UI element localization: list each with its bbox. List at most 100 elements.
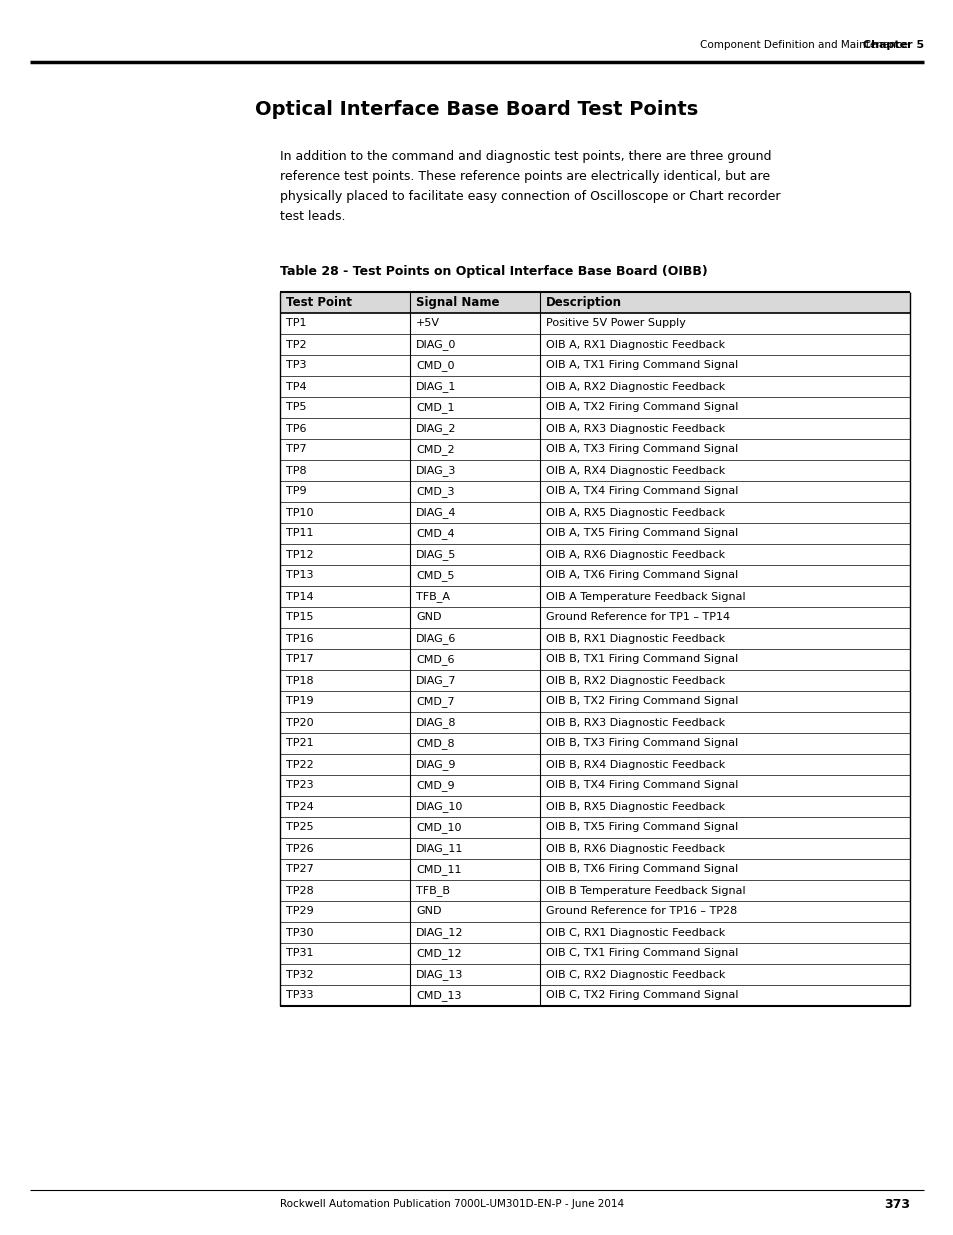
Text: DIAG_0: DIAG_0 xyxy=(416,340,456,350)
Text: OIB B, TX4 Firing Command Signal: OIB B, TX4 Firing Command Signal xyxy=(545,781,738,790)
Text: OIB A, RX4 Diagnostic Feedback: OIB A, RX4 Diagnostic Feedback xyxy=(545,466,724,475)
Text: TP18: TP18 xyxy=(286,676,314,685)
Text: Positive 5V Power Supply: Positive 5V Power Supply xyxy=(545,319,685,329)
Text: CMD_10: CMD_10 xyxy=(416,823,461,832)
Text: 373: 373 xyxy=(883,1198,909,1210)
Text: OIB A, TX2 Firing Command Signal: OIB A, TX2 Firing Command Signal xyxy=(545,403,738,412)
Text: TP23: TP23 xyxy=(286,781,314,790)
Text: TP1: TP1 xyxy=(286,319,306,329)
Text: DIAG_10: DIAG_10 xyxy=(416,802,463,811)
Text: TP30: TP30 xyxy=(286,927,314,937)
Text: TP33: TP33 xyxy=(286,990,314,1000)
Text: OIB B, RX1 Diagnostic Feedback: OIB B, RX1 Diagnostic Feedback xyxy=(545,634,724,643)
Text: reference test points. These reference points are electrically identical, but ar: reference test points. These reference p… xyxy=(280,170,769,183)
Text: CMD_9: CMD_9 xyxy=(416,781,455,790)
Text: TP22: TP22 xyxy=(286,760,314,769)
Text: +5V: +5V xyxy=(416,319,439,329)
Text: TP5: TP5 xyxy=(286,403,306,412)
Text: OIB A, RX6 Diagnostic Feedback: OIB A, RX6 Diagnostic Feedback xyxy=(545,550,724,559)
Text: TFB_B: TFB_B xyxy=(416,885,450,895)
Text: Signal Name: Signal Name xyxy=(416,296,499,309)
Text: TP12: TP12 xyxy=(286,550,314,559)
Text: TP3: TP3 xyxy=(286,361,306,370)
Text: TP11: TP11 xyxy=(286,529,314,538)
Text: CMD_8: CMD_8 xyxy=(416,739,455,748)
Text: Ground Reference for TP16 – TP28: Ground Reference for TP16 – TP28 xyxy=(545,906,737,916)
Text: TP15: TP15 xyxy=(286,613,314,622)
Text: physically placed to facilitate easy connection of Oscilloscope or Chart recorde: physically placed to facilitate easy con… xyxy=(280,190,780,203)
Text: TP16: TP16 xyxy=(286,634,314,643)
Text: OIB B, RX3 Diagnostic Feedback: OIB B, RX3 Diagnostic Feedback xyxy=(545,718,724,727)
Text: CMD_2: CMD_2 xyxy=(416,445,455,454)
Text: OIB A, RX5 Diagnostic Feedback: OIB A, RX5 Diagnostic Feedback xyxy=(545,508,724,517)
Text: TP28: TP28 xyxy=(286,885,314,895)
Text: CMD_3: CMD_3 xyxy=(416,487,454,496)
Text: CMD_0: CMD_0 xyxy=(416,361,454,370)
Text: DIAG_8: DIAG_8 xyxy=(416,718,456,727)
Text: DIAG_5: DIAG_5 xyxy=(416,550,456,559)
Text: TP21: TP21 xyxy=(286,739,314,748)
Text: CMD_4: CMD_4 xyxy=(416,529,455,538)
Text: TP4: TP4 xyxy=(286,382,306,391)
Text: CMD_5: CMD_5 xyxy=(416,571,454,580)
Text: OIB B Temperature Feedback Signal: OIB B Temperature Feedback Signal xyxy=(545,885,745,895)
Text: DIAG_6: DIAG_6 xyxy=(416,634,456,643)
Text: TP29: TP29 xyxy=(286,906,314,916)
Text: DIAG_1: DIAG_1 xyxy=(416,382,456,391)
Text: Chapter 5: Chapter 5 xyxy=(862,40,923,49)
Text: GND: GND xyxy=(416,613,441,622)
Text: test leads.: test leads. xyxy=(280,210,345,224)
Text: TP9: TP9 xyxy=(286,487,306,496)
Text: OIB C, RX2 Diagnostic Feedback: OIB C, RX2 Diagnostic Feedback xyxy=(545,969,724,979)
Text: OIB C, TX1 Firing Command Signal: OIB C, TX1 Firing Command Signal xyxy=(545,948,738,958)
Text: TP17: TP17 xyxy=(286,655,314,664)
Text: OIB B, TX5 Firing Command Signal: OIB B, TX5 Firing Command Signal xyxy=(545,823,738,832)
Text: TP32: TP32 xyxy=(286,969,314,979)
Text: OIB A, RX3 Diagnostic Feedback: OIB A, RX3 Diagnostic Feedback xyxy=(545,424,724,433)
Text: Ground Reference for TP1 – TP14: Ground Reference for TP1 – TP14 xyxy=(545,613,729,622)
Text: TP26: TP26 xyxy=(286,844,314,853)
Text: OIB A, TX4 Firing Command Signal: OIB A, TX4 Firing Command Signal xyxy=(545,487,738,496)
Text: OIB A, TX3 Firing Command Signal: OIB A, TX3 Firing Command Signal xyxy=(545,445,738,454)
Text: Description: Description xyxy=(545,296,621,309)
Text: DIAG_12: DIAG_12 xyxy=(416,927,463,937)
Text: CMD_11: CMD_11 xyxy=(416,864,461,874)
Text: CMD_12: CMD_12 xyxy=(416,948,461,958)
Text: DIAG_3: DIAG_3 xyxy=(416,466,456,475)
Text: OIB B, TX1 Firing Command Signal: OIB B, TX1 Firing Command Signal xyxy=(545,655,738,664)
Text: TP25: TP25 xyxy=(286,823,314,832)
Text: TFB_A: TFB_A xyxy=(416,592,450,601)
Text: OIB C, TX2 Firing Command Signal: OIB C, TX2 Firing Command Signal xyxy=(545,990,738,1000)
Text: OIB B, RX6 Diagnostic Feedback: OIB B, RX6 Diagnostic Feedback xyxy=(545,844,724,853)
Text: OIB A, TX1 Firing Command Signal: OIB A, TX1 Firing Command Signal xyxy=(545,361,738,370)
Text: TP31: TP31 xyxy=(286,948,314,958)
Text: TP8: TP8 xyxy=(286,466,306,475)
Text: DIAG_11: DIAG_11 xyxy=(416,844,463,853)
Text: Component Definition and Maintenance: Component Definition and Maintenance xyxy=(700,40,907,49)
Text: TP7: TP7 xyxy=(286,445,306,454)
Text: DIAG_4: DIAG_4 xyxy=(416,508,456,517)
Text: OIB C, RX1 Diagnostic Feedback: OIB C, RX1 Diagnostic Feedback xyxy=(545,927,724,937)
Text: TP14: TP14 xyxy=(286,592,314,601)
Text: OIB A, RX2 Diagnostic Feedback: OIB A, RX2 Diagnostic Feedback xyxy=(545,382,724,391)
Text: TP27: TP27 xyxy=(286,864,314,874)
Text: GND: GND xyxy=(416,906,441,916)
Text: OIB B, TX2 Firing Command Signal: OIB B, TX2 Firing Command Signal xyxy=(545,697,738,706)
Text: Rockwell Automation Publication 7000L-UM301D-EN-P - June 2014: Rockwell Automation Publication 7000L-UM… xyxy=(280,1199,623,1209)
Text: OIB A, TX6 Firing Command Signal: OIB A, TX6 Firing Command Signal xyxy=(545,571,738,580)
Text: TP24: TP24 xyxy=(286,802,314,811)
Bar xyxy=(280,291,909,312)
Text: CMD_13: CMD_13 xyxy=(416,990,461,1000)
Text: Optical Interface Base Board Test Points: Optical Interface Base Board Test Points xyxy=(255,100,698,119)
Text: DIAG_13: DIAG_13 xyxy=(416,969,463,979)
Text: CMD_6: CMD_6 xyxy=(416,655,454,664)
Text: CMD_7: CMD_7 xyxy=(416,697,455,706)
Text: TP10: TP10 xyxy=(286,508,314,517)
Text: DIAG_2: DIAG_2 xyxy=(416,424,456,433)
Text: OIB A, RX1 Diagnostic Feedback: OIB A, RX1 Diagnostic Feedback xyxy=(545,340,724,350)
Text: TP2: TP2 xyxy=(286,340,306,350)
Text: In addition to the command and diagnostic test points, there are three ground: In addition to the command and diagnosti… xyxy=(280,149,771,163)
Text: OIB B, RX5 Diagnostic Feedback: OIB B, RX5 Diagnostic Feedback xyxy=(545,802,724,811)
Text: CMD_1: CMD_1 xyxy=(416,403,454,412)
Text: TP6: TP6 xyxy=(286,424,306,433)
